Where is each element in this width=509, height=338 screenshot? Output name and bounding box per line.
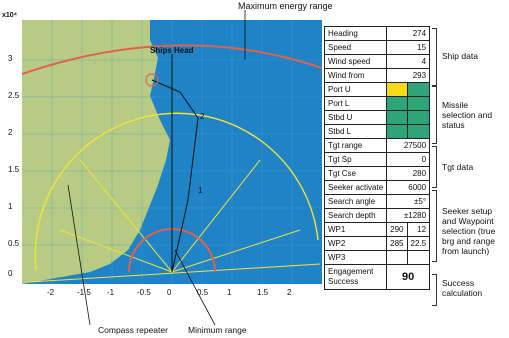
ship-data-group: Ship data (442, 51, 478, 61)
missile-select-cell[interactable] (386, 82, 408, 97)
waypoint-label: WP3 (323, 250, 388, 265)
missile-group: Missile selection and status (442, 100, 493, 130)
missile-select-cell[interactable] (386, 96, 408, 111)
waypoint-label: WP1 (323, 222, 388, 237)
success-group: Success calculation (442, 278, 483, 298)
compass-leader (67, 184, 91, 326)
missile-label: Stbd U (323, 110, 388, 125)
y-tick-label: 1 (8, 202, 13, 211)
x-tick-label: 0 (167, 288, 172, 297)
ship-field-label: Wind speed (323, 54, 388, 69)
seeker-field-label: Search angle (323, 194, 388, 209)
tgt-field-value[interactable]: 280 (386, 166, 431, 181)
seeker-group: Seeker setup and Waypoint selection (tru… (442, 206, 496, 256)
tgt-field-label: Tgt Sp (323, 152, 388, 167)
missile-label: Port U (323, 82, 388, 97)
x-tick-label: -0.5 (137, 288, 151, 297)
tgt-field-label: Tgt range (323, 138, 388, 153)
seeker-field-label: Seeker activate (323, 180, 388, 195)
success-brace (432, 274, 437, 306)
waypoint-label: WP2 (323, 236, 388, 251)
x-tick-label: 0.5 (197, 288, 209, 297)
x-tick-label: -1 (107, 288, 115, 297)
x-tick-label: 1 (227, 288, 232, 297)
compass-repeater-label: Compass repeater (98, 325, 168, 335)
engagement-success-label: Engagement Success (323, 264, 388, 290)
missile-brace (432, 86, 437, 144)
ship-field-value: 274 (386, 26, 431, 41)
waypoint-2-label: 2 (200, 112, 205, 121)
ship-field-value: 15 (386, 40, 431, 55)
missile-label: Port L (323, 96, 388, 111)
x-tick-label: 2 (287, 288, 292, 297)
waypoint-range[interactable]: 22.5 (406, 236, 431, 251)
missile-select-cell[interactable] (386, 124, 408, 139)
missile-status-cell (406, 124, 431, 139)
target-marker (145, 73, 159, 87)
seeker-brace (432, 190, 437, 262)
waypoint-1-label: 1 (198, 186, 203, 195)
ships-head-label: Ships Head (150, 46, 194, 55)
ship-field-value: 4 (386, 54, 431, 69)
tgt-brace (432, 146, 437, 188)
missile-status-cell (406, 82, 431, 97)
missile-status-cell (406, 110, 431, 125)
y-tick-label: 2 (8, 128, 13, 137)
ship-data-table: Heading 274 Speed 15 Wind speed 4 Wind from… (323, 26, 431, 290)
ship-field-value: 293 (386, 68, 431, 83)
minrange-leader (174, 249, 216, 326)
seeker-field-label: Search depth (323, 208, 388, 223)
waypoint-bearing[interactable]: 285 (386, 236, 408, 251)
missile-label: Stbd L (323, 124, 388, 139)
x-tick-label: -2 (47, 288, 55, 297)
max-range-arc (22, 44, 322, 75)
compass-arc (34, 112, 319, 271)
waypoint-bearing[interactable]: 290 (386, 222, 408, 237)
ship-field-label: Heading (323, 26, 388, 41)
y-tick-label: 0 (8, 269, 13, 278)
missile-track (151, 79, 199, 273)
engagement-success-value: 90 (386, 264, 431, 290)
missile-select-cell[interactable] (386, 110, 408, 125)
tgt-field-value[interactable]: 0 (386, 152, 431, 167)
tgt-group: Tgt data (442, 162, 474, 172)
y-tick-label: 0.5 (8, 239, 20, 248)
max-range-label: Maximum energy range (238, 1, 333, 11)
ship-field-label: Wind from (323, 68, 388, 83)
y-tick-label: 3 (8, 54, 13, 63)
ship-data-brace (432, 28, 437, 86)
seeker-field-value[interactable]: ±1280 (386, 208, 431, 223)
ship-field-label: Speed (323, 40, 388, 55)
seeker-field-value[interactable]: 6000 (386, 180, 431, 195)
y-tick-label: 2.5 (8, 91, 20, 100)
missile-status-cell (406, 96, 431, 111)
x-tick-label: 1.5 (257, 288, 269, 297)
seeker-field-value[interactable]: ±5° (386, 194, 431, 209)
tgt-field-value[interactable]: 27500 (386, 138, 431, 153)
land-area (22, 20, 170, 284)
y-multiplier: x10⁴ (2, 12, 18, 19)
x-tick-label: -1.5 (77, 288, 91, 297)
tgt-field-label: Tgt Cse (323, 166, 388, 181)
y-tick-label: 1.5 (8, 165, 20, 174)
minimum-range-label: Minimum range (188, 325, 247, 335)
waypoint-range[interactable]: 12 (406, 222, 431, 237)
waypoint-range[interactable] (406, 250, 431, 265)
waypoint-bearing[interactable] (386, 250, 408, 265)
